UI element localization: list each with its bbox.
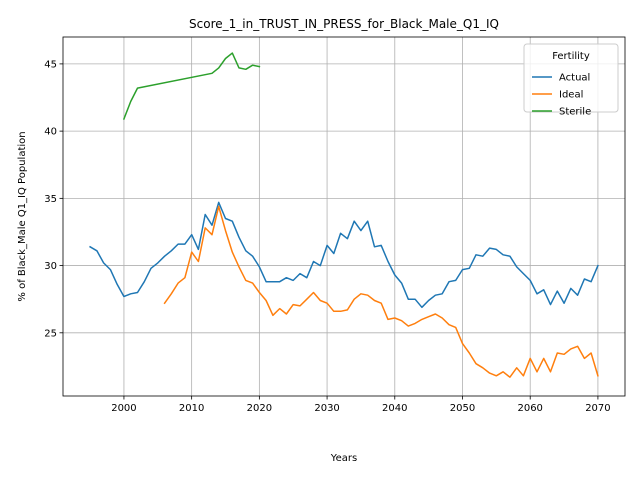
plot-frame <box>62 36 626 397</box>
series-line-sterile <box>122 52 261 120</box>
legend-box <box>523 43 619 113</box>
x-tick-label: 2070 <box>585 403 610 414</box>
x-tick-label: 2030 <box>314 403 339 414</box>
x-tick-label: 2050 <box>450 403 475 414</box>
legend-label-sterile: Sterile <box>559 107 591 118</box>
x-tick-label: 2020 <box>247 403 272 414</box>
y-axis: 25 30 35 40 45 <box>44 59 63 339</box>
legend-label-ideal: Ideal <box>559 90 583 101</box>
y-tick-label: 30 <box>44 261 57 272</box>
legend-label-actual: Actual <box>559 73 590 84</box>
y-tick-label: 25 <box>44 328 57 339</box>
x-axis: 2000 2010 2020 2030 2040 2050 2060 2070 <box>111 396 611 414</box>
series-lines <box>89 52 599 378</box>
legend-items: Actual Ideal Sterile <box>532 73 591 118</box>
series-line-ideal <box>163 205 599 378</box>
grid-lines <box>63 37 625 396</box>
y-axis-title: % of Black_Male Q1_IQ Population <box>17 131 28 301</box>
y-tick-label: 45 <box>44 59 57 70</box>
x-tick-label: 2010 <box>179 403 204 414</box>
x-axis-title: Years <box>330 453 357 464</box>
y-tick-label: 35 <box>44 194 57 205</box>
y-tick-label: 40 <box>44 127 57 138</box>
legend-title: Fertility <box>552 51 590 62</box>
x-tick-label: 2000 <box>111 403 136 414</box>
legend: Fertility Actual Ideal Sterile <box>523 43 619 118</box>
x-tick-label: 2040 <box>382 403 407 414</box>
series-line-actual <box>89 201 599 309</box>
x-tick-label: 2060 <box>517 403 542 414</box>
chart-title: Score_1_in_TRUST_IN_PRESS_for_Black_Male… <box>189 17 499 31</box>
